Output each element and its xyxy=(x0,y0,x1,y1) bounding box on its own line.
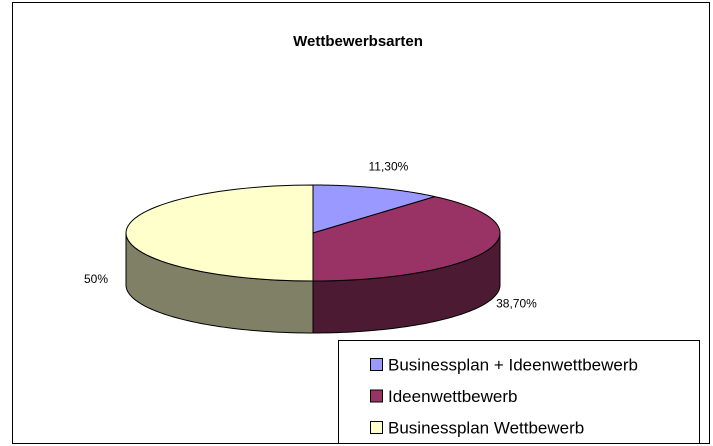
legend-box xyxy=(338,340,700,444)
legend-label: Businessplan Wettbewerb xyxy=(388,418,584,437)
pie-slice xyxy=(312,184,436,234)
legend-swatch xyxy=(370,389,383,403)
legend-swatch xyxy=(370,358,383,371)
pie-slice xyxy=(125,184,314,282)
pie-slice xyxy=(312,196,501,282)
data-label: 11,30% xyxy=(369,160,409,174)
data-label: 50% xyxy=(84,272,108,286)
legend-label: Businessplan + Ideenwettbewerb xyxy=(388,355,638,374)
chart-title: Wettbewerbsarten xyxy=(293,33,423,50)
legend-swatch xyxy=(370,421,383,434)
legend-label: Ideenwettbewerb xyxy=(388,387,517,406)
data-label: 38,70% xyxy=(496,296,537,310)
